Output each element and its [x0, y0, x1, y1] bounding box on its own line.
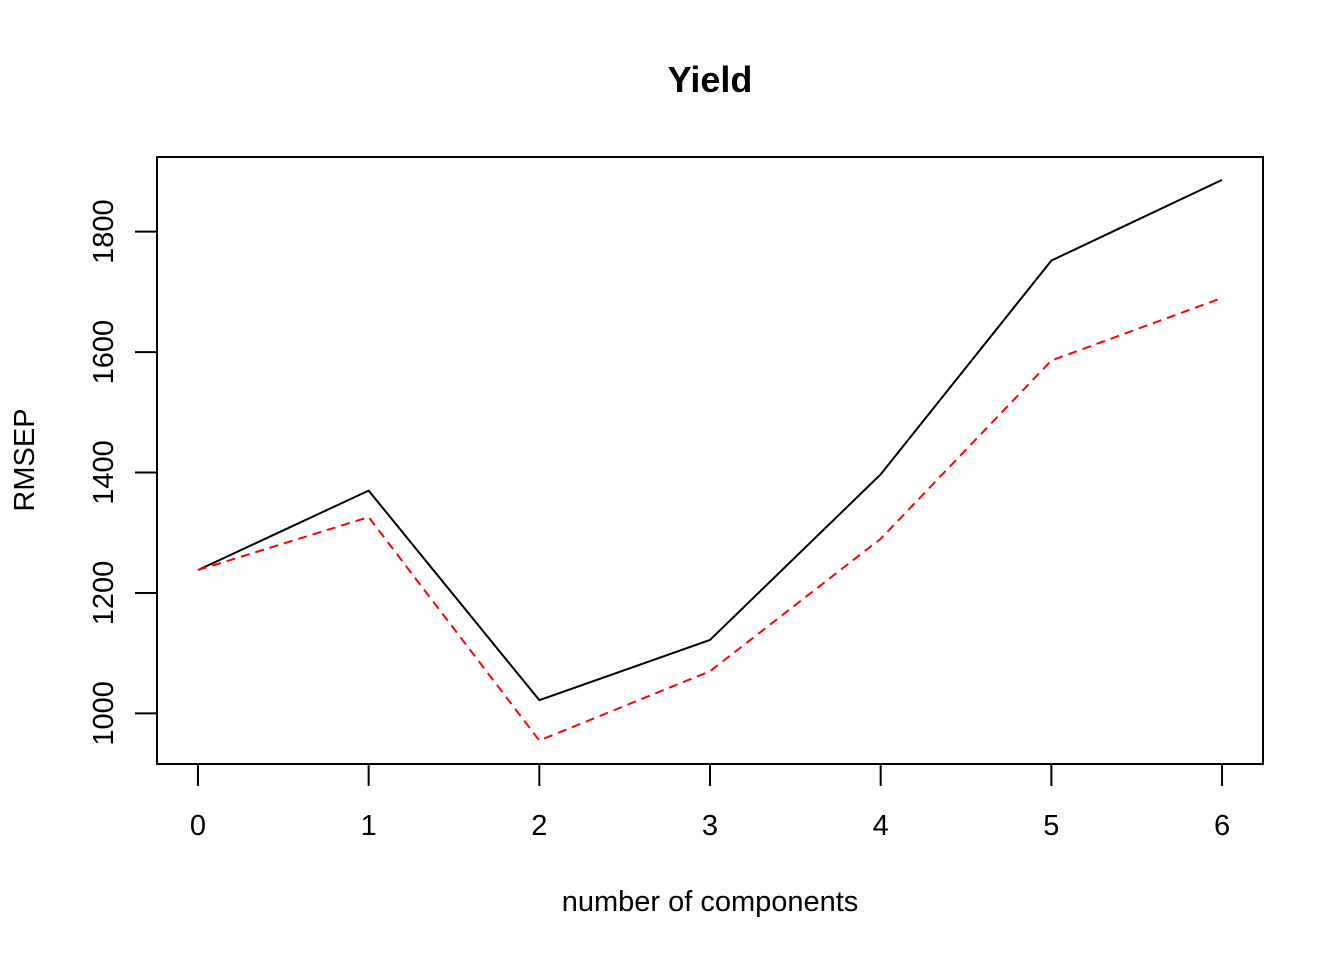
- x-tick-label: 3: [702, 810, 718, 842]
- y-axis: 1000 1200 1400 1600 1800: [88, 199, 158, 746]
- x-tick-label: 6: [1214, 810, 1230, 842]
- x-axis: 0 1 2 3 4 5 6: [190, 763, 1230, 842]
- x-axis-label: number of components: [562, 886, 859, 918]
- x-tick-label: 4: [873, 810, 889, 842]
- x-tick-label: 1: [361, 810, 377, 842]
- chart-title: Yield: [668, 59, 753, 100]
- y-tick-label: 1400: [88, 440, 120, 505]
- x-tick-label: 0: [190, 810, 206, 842]
- series-layer: [197, 178, 1223, 742]
- series-line-0: [197, 178, 1223, 702]
- plot-frame: [156, 156, 1264, 765]
- y-tick-label: 1600: [88, 320, 120, 385]
- y-tick-label: 1800: [88, 199, 120, 264]
- y-tick-label: 1200: [88, 561, 120, 626]
- x-tick-label: 2: [531, 810, 547, 842]
- y-tick-label: 1000: [88, 681, 120, 746]
- y-axis-label: RMSEP: [9, 408, 41, 511]
- series-line-1: [197, 296, 1223, 742]
- x-tick-label: 5: [1043, 810, 1059, 842]
